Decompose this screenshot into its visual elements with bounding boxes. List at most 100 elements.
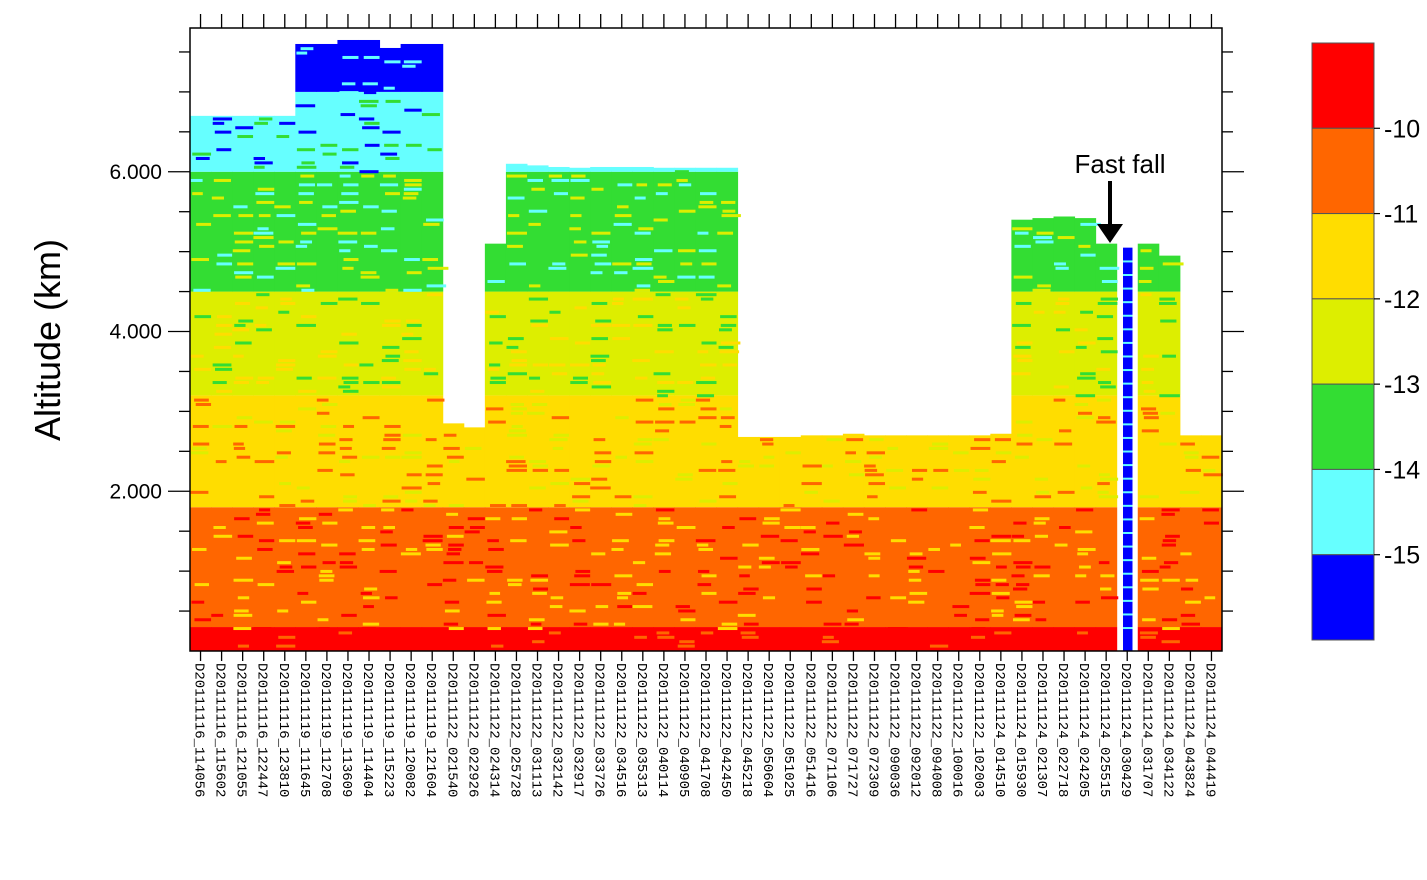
heatmap-cell [570,477,592,481]
heatmap-cell [400,171,423,292]
heatmap-cell [868,517,880,521]
heatmap-cell [194,367,214,371]
heatmap-cell [360,275,381,279]
heatmap-cell [908,565,924,569]
heatmap-cell [1033,640,1049,644]
heatmap-cell [1033,574,1050,578]
heatmap-cell [317,618,329,622]
heatmap-cell [655,543,670,547]
heatmap-cell [253,165,265,169]
heatmap-cell [1014,600,1034,604]
heatmap-cell [848,473,865,477]
heatmap-cell [190,115,212,172]
heatmap-cell [701,591,718,595]
heatmap-column [484,243,510,651]
heatmap-cell [863,507,886,628]
heatmap-cell [361,174,375,178]
heatmap-cell [301,600,317,604]
heatmap-cell [215,460,227,464]
heatmap-cell [1097,337,1114,341]
heatmap-cell [531,323,551,327]
heatmap-cell [721,622,738,626]
heatmap-cell [679,420,698,424]
heatmap-cell [591,385,612,389]
heatmap-cell [234,301,251,305]
heatmap-column [1032,218,1057,651]
heatmap-cell [507,583,522,587]
heatmap-cell [505,163,528,172]
heatmap-cell [569,227,581,231]
heatmap-cell [380,152,398,156]
heatmap-cell [276,569,295,573]
heatmap-cell [216,148,232,152]
heatmap-cell [995,583,1009,587]
heatmap-cell [321,214,336,218]
heatmap-cell [779,627,802,651]
heatmap-cell [361,547,375,551]
heatmap-cell [384,424,404,428]
heatmap-cell [426,284,447,288]
heatmap-cell [380,249,398,253]
heatmap-cell [822,574,836,578]
heatmap-cell [1184,455,1199,459]
heatmap-cell [506,345,519,349]
heatmap-cell [400,91,423,172]
heatmap-cell [674,395,696,508]
heatmap-cell [425,543,441,547]
heatmap-cell [574,306,587,310]
heatmap-cell [1034,477,1049,481]
heatmap-cell [405,319,420,323]
heatmap-cell [381,508,395,512]
heatmap-cell [1185,468,1205,472]
heatmap-cell [339,460,351,464]
heatmap-cell [595,319,612,323]
heatmap-cell [1143,354,1162,358]
heatmap-cell [1099,266,1120,270]
heatmap-cell [259,495,278,499]
heatmap-cell [632,297,653,301]
heatmap-cell [674,171,696,292]
heatmap-cell [1057,236,1076,240]
heatmap-cell [908,600,925,604]
heatmap-cell [695,398,711,402]
heatmap-cell [338,240,358,244]
heatmap-cell [611,291,633,396]
heatmap-cell [1181,622,1201,626]
heatmap-cell [1159,297,1175,301]
heatmap-column [906,435,933,651]
heatmap-cell [615,416,629,420]
heatmap-cell [868,556,881,560]
heatmap-cell [196,222,215,226]
heatmap-cell [233,231,254,235]
heatmap-cell [339,200,360,204]
heatmap-cell [316,411,330,415]
heatmap-cell [401,635,419,639]
heatmap-cell [253,395,275,508]
heatmap-cell [361,301,381,305]
heatmap-cell [655,293,671,297]
heatmap-cell [1080,222,1102,226]
heatmap-cell [928,569,945,573]
heatmap-cell [701,442,717,446]
heatmap-cell [256,328,272,332]
heatmap-cell [1123,409,1133,412]
heatmap-cell [569,609,586,613]
heatmap-cell [1158,301,1177,305]
heatmap-column [590,166,614,651]
heatmap-cell [447,631,469,635]
x-tick-label: D20111122_035313 [633,663,649,797]
heatmap-cell [316,183,333,187]
heatmap-cell [402,196,417,200]
heatmap-cell [1123,531,1133,534]
heatmap-cell [699,200,714,204]
heatmap-cell [741,635,761,639]
heatmap-cell [572,376,588,380]
heatmap-cell [1055,266,1069,270]
heatmap-cell [636,284,651,288]
heatmap-cell [256,293,270,297]
heatmap-cell [1095,627,1118,651]
heatmap-cell [674,170,689,174]
heatmap-cell [508,464,530,468]
heatmap-cell [233,381,249,385]
heatmap-cell [301,161,315,165]
